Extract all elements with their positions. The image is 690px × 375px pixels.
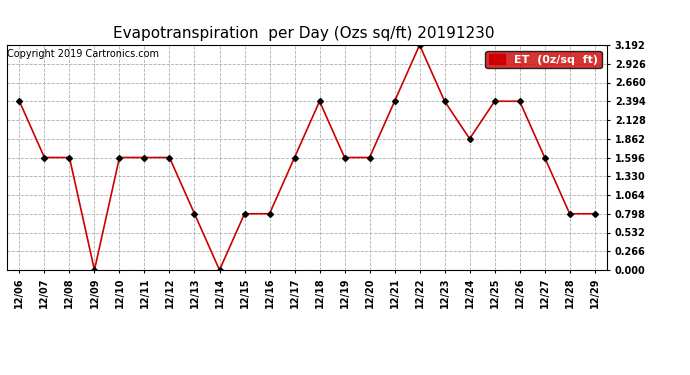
Text: Copyright 2019 Cartronics.com: Copyright 2019 Cartronics.com [7, 49, 159, 59]
Legend: ET  (0z/sq  ft): ET (0z/sq ft) [486, 51, 602, 68]
Text: Evapotranspiration  per Day (Ozs sq/ft) 20191230: Evapotranspiration per Day (Ozs sq/ft) 2… [113, 26, 494, 41]
